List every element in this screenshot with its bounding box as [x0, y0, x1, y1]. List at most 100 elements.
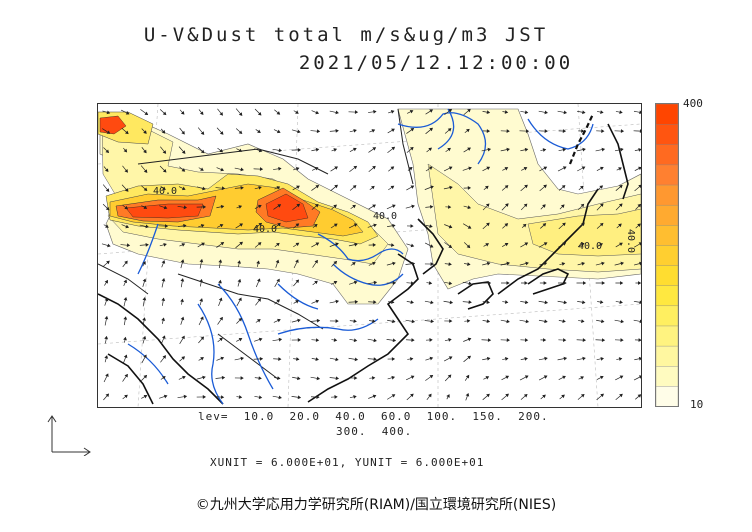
wind-arrow-head: [371, 185, 375, 190]
wind-arrow-head: [161, 335, 166, 340]
wind-arrow-head: [277, 318, 281, 323]
wind-arrow-head: [335, 319, 339, 323]
wind-arrow-head: [504, 110, 509, 114]
wind-arrow-head: [639, 300, 641, 305]
wind-arrow-head: [410, 128, 415, 132]
contour-label: 40.0: [578, 241, 602, 252]
coastlines: [98, 123, 629, 405]
wind-arrow-head: [107, 243, 111, 248]
wind-arrow-head: [296, 185, 300, 189]
color-bar: [655, 103, 679, 407]
wind-arrow-head: [199, 298, 204, 302]
wind-arrow-head: [200, 167, 204, 171]
wind-arrow-head: [219, 316, 223, 321]
wind-arrow-head: [276, 111, 281, 115]
wind-arrow-head: [562, 166, 567, 170]
vector-scale-axes: [47, 415, 91, 456]
wind-arrow-head: [315, 147, 320, 152]
wind-arrow-head: [542, 148, 547, 152]
wind-arrow-head: [448, 281, 453, 286]
wind-arrow-head: [277, 204, 282, 208]
wind-arrow-head: [295, 242, 300, 247]
wind-arrow-head: [600, 356, 604, 361]
wind-arrow-head: [391, 394, 396, 398]
wind-arrow-head: [408, 167, 413, 171]
wind-arrow-head: [258, 148, 263, 153]
wind-arrow-head: [123, 279, 128, 284]
wind-arrow-head: [562, 222, 566, 227]
wind-arrow-head: [333, 338, 338, 342]
wind-arrow-head: [525, 319, 530, 324]
wind-arrow-head: [297, 148, 302, 152]
wind-arrow-head: [256, 278, 261, 283]
wind-arrow-head: [430, 300, 434, 305]
wind-arrow-head: [353, 280, 358, 285]
wind-arrow-head: [504, 300, 509, 304]
wind-arrow-head: [352, 185, 357, 189]
wind-arrow-head: [238, 338, 243, 342]
wind-arrow-head: [315, 110, 320, 115]
wind-arrow-head: [162, 168, 167, 173]
color-bar-swatch: [655, 284, 679, 307]
wind-arrow-head: [466, 128, 470, 133]
wind-arrow-head: [486, 110, 491, 115]
wind-arrow-head: [467, 355, 471, 360]
wind-arrow-head: [429, 127, 433, 132]
wind-arrow-head: [295, 300, 299, 304]
wind-arrow-head: [542, 394, 546, 399]
wind-arrow-head: [428, 393, 432, 398]
wind-arrow-head: [524, 356, 528, 361]
wind-arrow-head: [353, 223, 358, 227]
wind-arrow-head: [278, 166, 282, 171]
wind-arrow-head: [276, 186, 281, 190]
wind-arrow-head: [486, 261, 491, 266]
wind-arrow-head: [238, 317, 243, 322]
wind-arrow-head: [372, 319, 376, 323]
wind-arrow-head: [448, 262, 452, 266]
wind-arrow-head: [543, 281, 547, 285]
wind-arrow-head: [218, 279, 222, 284]
color-bar-min-label: 10: [690, 398, 704, 411]
wind-arrow-head: [333, 204, 337, 209]
wind-arrow-head: [447, 205, 452, 209]
wind-arrow-head: [258, 222, 263, 227]
wind-arrow-head: [316, 318, 321, 323]
wind-arrow-head: [599, 222, 604, 227]
wind-arrow-head: [315, 357, 319, 362]
wind-arrow-head: [391, 357, 396, 361]
contour-label: 40.0: [625, 229, 636, 253]
wind-arrow-head: [429, 374, 434, 379]
wind-arrow-head: [257, 242, 262, 246]
wind-arrow-head: [181, 168, 186, 172]
wind-arrow-head: [429, 244, 434, 248]
wind-arrow-head: [295, 110, 299, 114]
wind-arrow-head: [238, 297, 242, 302]
wind-arrow-head: [278, 148, 283, 153]
wind-arrow-head: [563, 338, 567, 342]
wind-arrow-head: [543, 261, 548, 266]
wind-arrow-head: [486, 300, 490, 305]
wind-arrow-head: [468, 166, 472, 171]
wind-arrow-head: [600, 203, 604, 207]
wind-arrow-head: [485, 203, 490, 208]
wind-arrow-head: [333, 281, 338, 285]
wind-arrow-head: [105, 224, 109, 228]
wind-arrow-head: [314, 166, 319, 171]
wind-arrow-head: [429, 224, 433, 228]
wind-arrow-head: [411, 338, 415, 342]
wind-arrow-head: [428, 281, 433, 285]
wind-arrow-head: [506, 261, 510, 266]
wind-arrow-head: [561, 185, 566, 189]
color-bar-swatch: [655, 244, 679, 266]
wind-arrow-head: [181, 356, 185, 360]
wind-arrow-head: [448, 356, 453, 360]
wind-arrow-head: [105, 373, 109, 378]
wind-arrow-head: [333, 148, 338, 152]
color-bar-swatch: [655, 365, 679, 387]
wind-arrow-head: [542, 223, 547, 227]
wind-arrow-head: [601, 261, 605, 266]
wind-arrow-head: [468, 300, 472, 305]
wind-arrow-head: [200, 357, 204, 361]
wind-arrow-head: [467, 108, 471, 113]
wind-arrow-head: [486, 356, 491, 361]
